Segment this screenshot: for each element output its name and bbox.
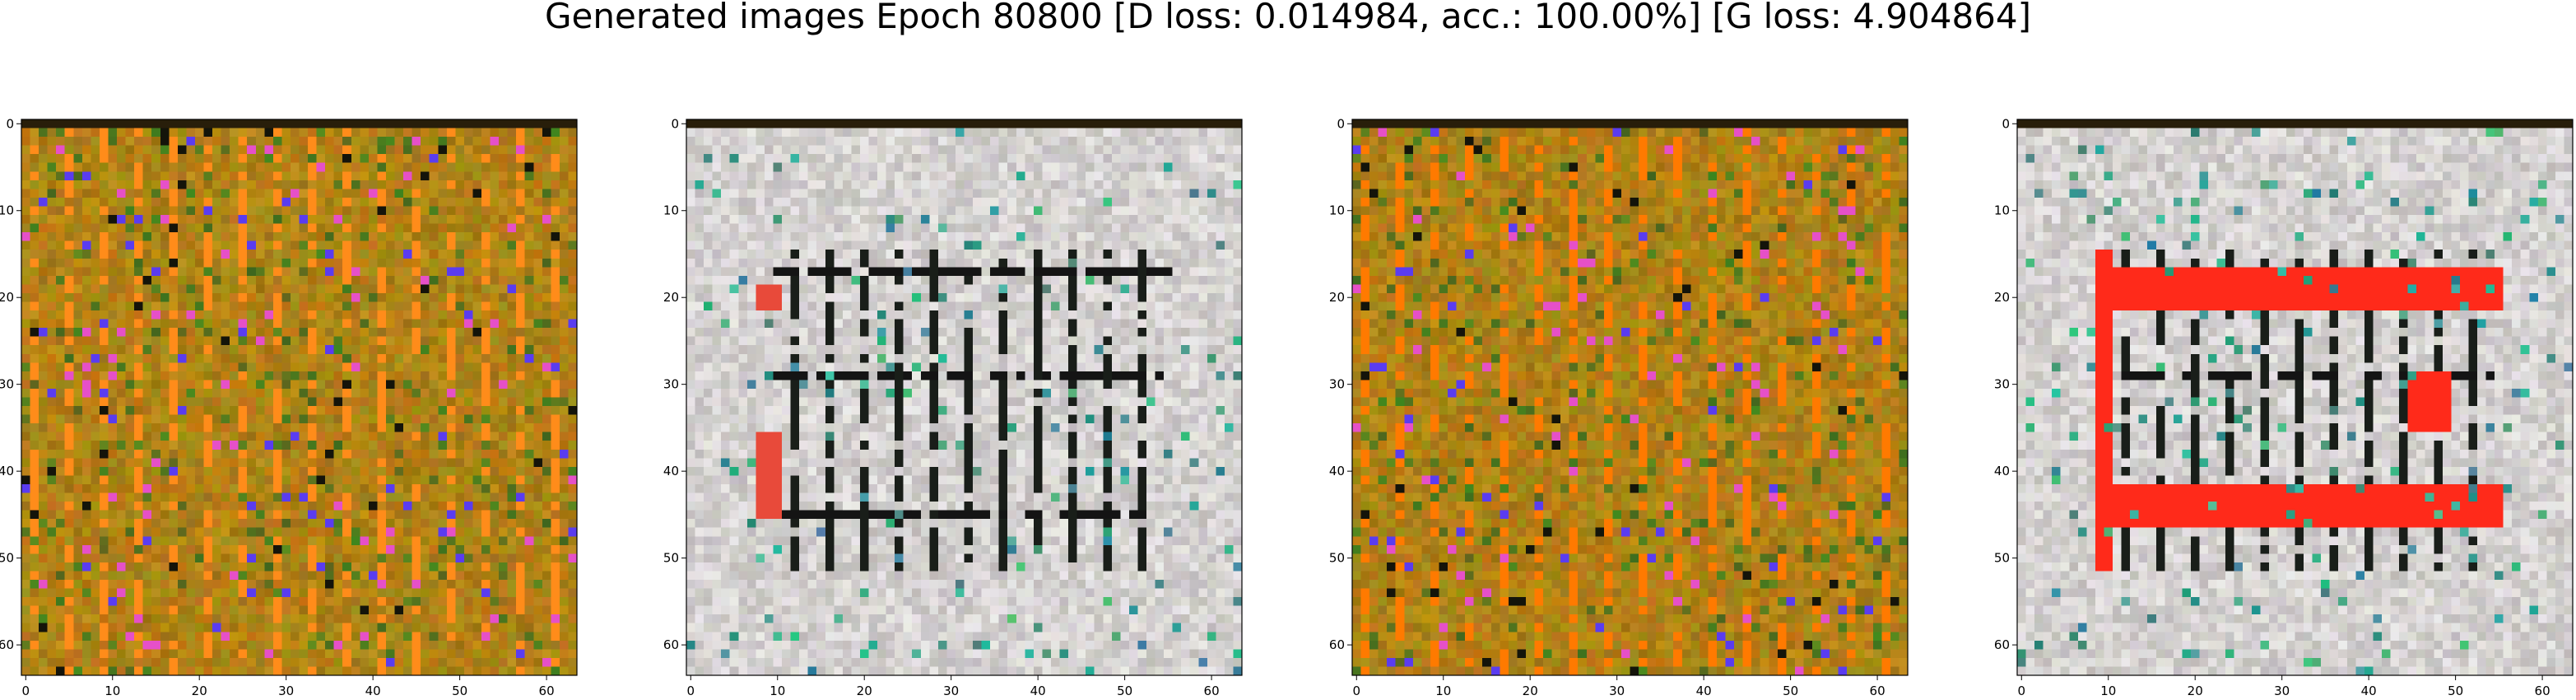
x-tick-label: 60 — [1204, 684, 1220, 698]
y-tick-label: 40 — [0, 464, 14, 478]
y-tick-label: 60 — [0, 637, 14, 652]
x-tick-label: 20 — [192, 684, 207, 698]
x-tick-label: 0 — [1353, 684, 1361, 698]
axes-frame — [21, 119, 578, 676]
figure-title: Generated images Epoch 80800 [D loss: 0.… — [544, 0, 2032, 36]
x-tick-label: 30 — [1609, 684, 1625, 698]
x-tick-label: 50 — [452, 684, 467, 698]
y-tick-label: 40 — [1994, 464, 2010, 478]
x-tick-label: 50 — [1117, 684, 1132, 698]
x-tick-label: 40 — [1030, 684, 1046, 698]
y-tick-label: 20 — [0, 290, 14, 305]
image-panel-3: 0 10 20 30 40 50 60 0 10 20 30 40 50 60 — [1329, 116, 1909, 698]
image-panel-4: 0 10 20 30 40 50 60 0 10 20 30 40 50 60 — [1994, 116, 2574, 698]
x-tick-label: 20 — [1523, 684, 1538, 698]
y-tick-label: 20 — [1329, 290, 1345, 305]
y-tick-label: 30 — [663, 377, 679, 392]
generated-image — [21, 119, 577, 675]
x-tick-label: 50 — [1783, 684, 1798, 698]
x-tick-label: 20 — [857, 684, 872, 698]
y-tick-label: 50 — [663, 551, 679, 566]
y-tick-label: 60 — [1994, 637, 2010, 652]
y-tick-label: 40 — [663, 464, 679, 478]
generated-image — [1352, 119, 1908, 675]
x-tick-label: 40 — [365, 684, 381, 698]
axes-frame — [2016, 119, 2574, 676]
y-tick-label: 0 — [1337, 116, 1345, 131]
x-tick-label: 60 — [539, 684, 555, 698]
y-tick-label: 10 — [663, 203, 679, 218]
x-tick-label: 20 — [2188, 684, 2203, 698]
x-tick-label: 40 — [2361, 684, 2377, 698]
y-tick-label: 40 — [1329, 464, 1345, 478]
x-tick-label: 40 — [1696, 684, 1712, 698]
image-panel-2: 0 10 20 30 40 50 60 0 10 20 30 40 50 60 — [663, 116, 1243, 698]
y-tick-label: 0 — [671, 116, 679, 131]
image-panel-1: 0 10 20 30 40 50 60 0 10 20 30 40 50 60 — [0, 116, 578, 698]
x-tick-label: 10 — [770, 684, 785, 698]
y-tick-label: 20 — [663, 290, 679, 305]
y-tick-label: 10 — [1329, 203, 1345, 218]
y-tick-label: 30 — [1994, 377, 2010, 392]
y-tick-label: 50 — [1994, 551, 2010, 566]
y-tick-label: 0 — [6, 116, 14, 131]
x-tick-label: 50 — [2448, 684, 2463, 698]
generated-image — [686, 119, 1242, 675]
x-tick-label: 30 — [278, 684, 294, 698]
x-tick-label: 0 — [2018, 684, 2026, 698]
y-tick-label: 60 — [663, 637, 679, 652]
y-tick-label: 60 — [1329, 637, 1345, 652]
y-tick-label: 30 — [1329, 377, 1345, 392]
x-tick-label: 30 — [943, 684, 959, 698]
y-tick-label: 50 — [1329, 551, 1345, 566]
x-tick-label: 10 — [105, 684, 120, 698]
axes-frame — [1351, 119, 1909, 676]
x-tick-label: 10 — [1435, 684, 1451, 698]
axes-frame — [686, 119, 1243, 676]
y-tick-label: 10 — [1994, 203, 2010, 218]
x-tick-label: 10 — [2100, 684, 2116, 698]
x-tick-label: 30 — [2274, 684, 2290, 698]
y-tick-label: 20 — [1994, 290, 2010, 305]
generated-image — [2017, 119, 2573, 675]
y-tick-label: 50 — [0, 551, 14, 566]
x-tick-label: 60 — [1870, 684, 1886, 698]
y-tick-label: 0 — [2002, 116, 2010, 131]
y-tick-label: 10 — [0, 203, 14, 218]
x-tick-label: 0 — [22, 684, 30, 698]
x-tick-label: 60 — [2535, 684, 2550, 698]
x-tick-label: 0 — [687, 684, 695, 698]
y-tick-label: 30 — [0, 377, 14, 392]
